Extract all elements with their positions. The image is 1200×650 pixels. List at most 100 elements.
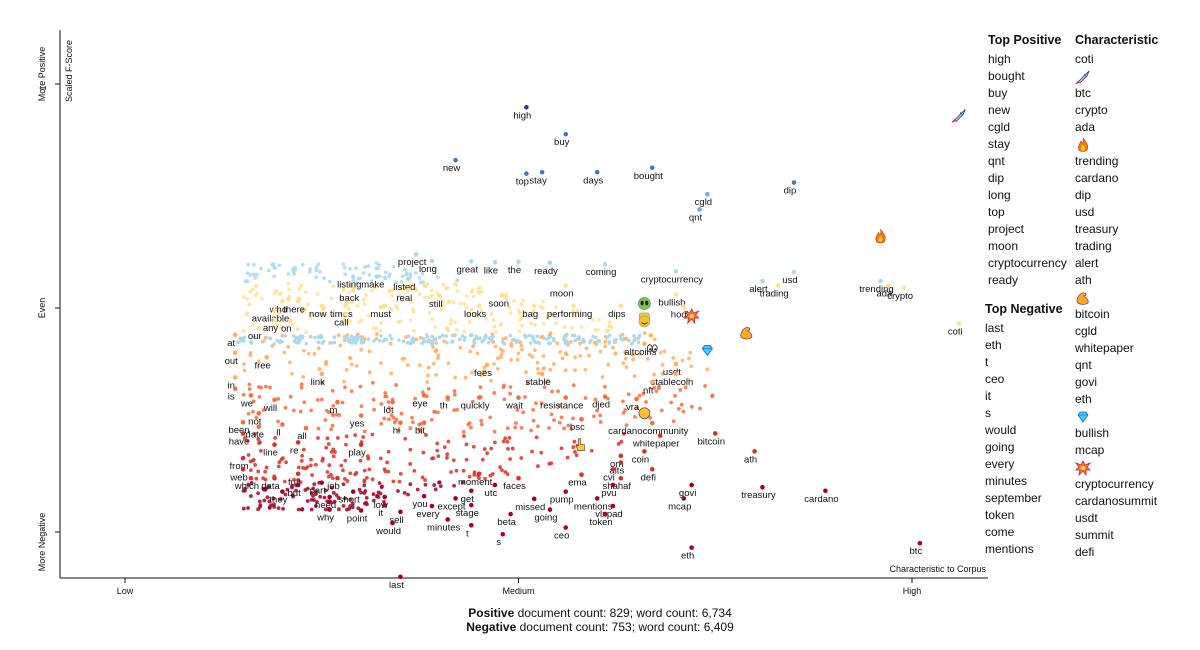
background-point xyxy=(520,323,525,328)
background-point xyxy=(309,507,314,512)
background-point xyxy=(573,449,577,454)
background-point xyxy=(566,423,571,428)
background-point xyxy=(348,497,353,502)
background-point xyxy=(311,486,316,491)
background-point xyxy=(559,446,564,451)
background-point xyxy=(483,476,487,481)
background-point xyxy=(536,424,540,429)
data-point xyxy=(232,375,238,380)
background-point xyxy=(508,385,513,389)
data-point xyxy=(256,325,262,331)
background-point xyxy=(399,287,404,292)
background-point xyxy=(313,492,318,496)
data-point xyxy=(563,525,569,530)
background-point xyxy=(593,328,598,332)
background-point xyxy=(366,337,371,341)
point-label: cvi xyxy=(603,472,615,483)
background-point xyxy=(275,338,279,343)
background-point xyxy=(350,502,355,506)
background-point xyxy=(342,316,347,321)
background-point xyxy=(316,346,321,351)
background-point xyxy=(417,427,422,432)
background-point xyxy=(256,469,261,474)
background-point xyxy=(504,295,509,300)
background-point xyxy=(554,305,559,310)
background-point xyxy=(344,335,349,339)
background-point xyxy=(258,449,263,453)
data-point xyxy=(272,397,277,403)
background-point xyxy=(353,433,358,438)
point-label: wait xyxy=(505,401,523,412)
muscle-icon xyxy=(1076,292,1089,305)
background-point xyxy=(458,301,463,306)
background-point xyxy=(300,507,304,512)
data-point xyxy=(421,493,427,499)
background-point xyxy=(495,356,500,361)
background-point xyxy=(386,449,391,454)
top-negative-term: every xyxy=(985,457,1015,471)
background-point xyxy=(515,408,520,412)
background-point xyxy=(445,452,450,457)
background-point xyxy=(279,291,284,296)
data-point xyxy=(760,278,765,284)
characteristic-term: ath xyxy=(1075,273,1092,287)
background-point xyxy=(646,357,650,361)
point-label: usd xyxy=(782,275,797,286)
background-point xyxy=(413,270,418,275)
data-point xyxy=(649,466,655,472)
background-point xyxy=(364,496,369,500)
data-point xyxy=(272,308,277,313)
x-tick-label: Low xyxy=(117,586,134,596)
background-point xyxy=(273,435,278,440)
background-point xyxy=(263,469,268,474)
background-point xyxy=(355,303,360,308)
background-point xyxy=(623,408,628,412)
background-point xyxy=(262,498,267,503)
background-point xyxy=(251,272,256,277)
point-label: which xyxy=(234,481,259,492)
background-point xyxy=(636,336,641,340)
background-point xyxy=(256,491,261,496)
point-label: stable xyxy=(525,377,550,388)
y-side-label: Even xyxy=(37,298,47,319)
background-point xyxy=(257,499,262,504)
background-point xyxy=(387,405,392,410)
data-point xyxy=(689,482,694,488)
background-point xyxy=(379,421,384,426)
point-label: going xyxy=(534,513,557,524)
characteristic-term: summit xyxy=(1075,528,1114,542)
background-point xyxy=(358,458,363,463)
data-point xyxy=(319,303,325,309)
background-point xyxy=(389,337,394,341)
background-point xyxy=(547,335,551,340)
background-point xyxy=(344,434,349,439)
boom-icon xyxy=(1074,459,1092,477)
background-point xyxy=(597,317,601,322)
background-point xyxy=(266,484,271,489)
eyes-icon xyxy=(646,344,658,353)
background-point xyxy=(406,492,410,497)
background-point xyxy=(539,450,544,455)
background-point xyxy=(350,300,354,305)
background-point xyxy=(258,440,262,445)
data-point xyxy=(335,399,340,405)
background-point xyxy=(501,385,506,390)
point-label: back xyxy=(339,293,359,304)
background-point xyxy=(554,321,559,326)
background-point xyxy=(436,454,441,459)
background-point xyxy=(455,289,460,294)
point-label: fees xyxy=(474,368,492,379)
background-point xyxy=(450,333,455,338)
characteristic-term: cardano xyxy=(1075,171,1119,185)
background-point xyxy=(411,340,416,344)
background-point xyxy=(439,307,444,312)
background-point xyxy=(355,332,360,337)
background-point xyxy=(470,399,475,404)
background-point xyxy=(257,394,262,399)
top-positive-term: project xyxy=(988,222,1025,236)
background-point xyxy=(290,371,294,376)
characteristic-term: defi xyxy=(1075,545,1095,559)
point-label: from xyxy=(230,461,249,472)
background-point xyxy=(315,500,319,504)
background-point xyxy=(298,334,303,338)
